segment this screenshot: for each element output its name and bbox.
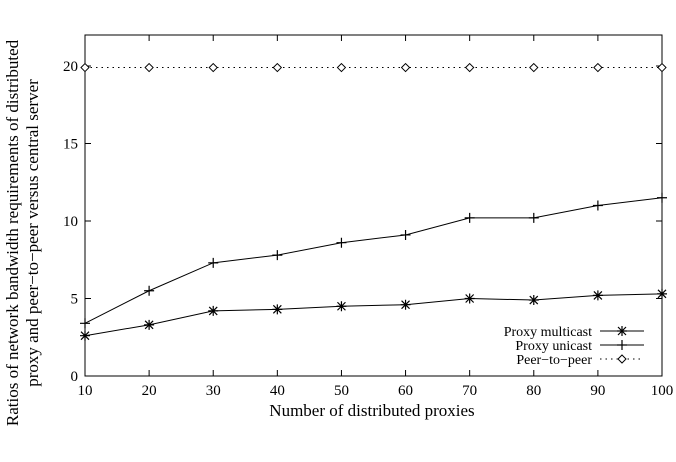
data-point [336, 62, 347, 73]
data-point [657, 62, 667, 73]
x-tick-label: 70 [462, 383, 477, 399]
legend-marker [617, 354, 627, 364]
y-tick-label: 0 [71, 369, 79, 385]
x-tick-label: 40 [270, 383, 285, 399]
y-tick-label: 20 [63, 59, 78, 75]
x-tick-label: 90 [590, 383, 605, 399]
data-point [208, 257, 219, 268]
x-tick-label: 80 [526, 383, 541, 399]
y-axis-label-line-1: Ratios of network bandwidth requirements… [3, 39, 22, 426]
data-point [80, 62, 90, 73]
data-point [592, 290, 603, 301]
data-point [657, 192, 667, 203]
legend-marker [617, 340, 627, 350]
plot-frame [84, 34, 663, 377]
data-point [272, 62, 283, 73]
data-point [80, 318, 90, 329]
x-axis-label: Number of distributed proxies [269, 401, 474, 420]
data-point [528, 212, 539, 223]
x-tick-label: 60 [398, 383, 413, 399]
legend-marker [617, 326, 627, 336]
data-point [208, 305, 219, 316]
axis-ticks: 10 20 30 40 50 60 70 80 90 100 0 5 10 15 20 [63, 35, 673, 399]
data-point [144, 285, 155, 296]
y-tick-label: 5 [71, 292, 79, 308]
data-point [592, 200, 603, 211]
data-point [593, 62, 603, 73]
data-point [208, 62, 218, 73]
x-tick-label: 10 [78, 383, 93, 399]
plot-axes [84, 34, 663, 377]
y-axis-label-line-2: proxy and peer−to−peer versus central se… [23, 79, 42, 387]
data-point [400, 299, 411, 310]
series-layer [80, 62, 667, 341]
x-tick-label: 30 [206, 383, 221, 399]
data-point [657, 288, 667, 299]
x-tick-label: 20 [142, 383, 157, 399]
data-point [400, 62, 411, 73]
series-2 [80, 62, 667, 73]
data-point [80, 330, 90, 341]
data-point [464, 293, 475, 304]
data-point [400, 229, 411, 240]
y-tick-label: 10 [63, 214, 78, 230]
series-line [84, 293, 663, 337]
data-point [144, 62, 154, 73]
data-point [336, 301, 347, 312]
data-point [464, 62, 475, 73]
y-tick-label: 15 [63, 137, 78, 153]
series-1 [80, 192, 667, 329]
data-point [529, 62, 539, 73]
x-tick-label: 50 [334, 383, 349, 399]
data-point [272, 304, 283, 315]
data-point [272, 250, 283, 261]
series-line [84, 197, 663, 324]
data-point [336, 237, 347, 248]
legend-label: Proxy unicast [515, 339, 592, 354]
series-0 [80, 288, 667, 341]
legend-label: Peer−to−peer [516, 353, 592, 368]
legend-label: Proxy multicast [504, 325, 592, 340]
x-tick-label: 100 [651, 383, 674, 399]
data-point [144, 319, 155, 330]
data-point [528, 295, 539, 306]
data-point [464, 212, 475, 223]
